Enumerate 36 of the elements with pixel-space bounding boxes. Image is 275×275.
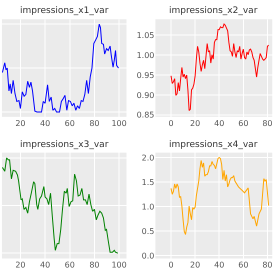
y-tick-label: 0.90 [136, 90, 154, 100]
x-tick-label: 40 [40, 260, 50, 270]
chart-title: impressions_x1_var [20, 6, 109, 16]
x-tick-label: 60 [64, 260, 75, 270]
y-tick-label: 0.0 [142, 251, 154, 260]
x-tick-label: 40 [214, 260, 224, 270]
y-tick-label: 0.5 [142, 226, 154, 236]
line-series [170, 157, 270, 235]
x-tick-label: 40 [214, 118, 224, 128]
x-tick-label: 80 [262, 260, 273, 270]
y-tick-label: 2.0 [142, 153, 154, 162]
x-tick-label: 60 [238, 260, 248, 270]
x-tick-label: 80 [262, 118, 273, 128]
x-tick-label: 20 [190, 118, 200, 128]
chart-title: impressions_x3_var [20, 140, 109, 150]
x-tick-label: 40 [40, 118, 50, 128]
x-tick-label: 80 [89, 260, 100, 270]
line-series [170, 24, 270, 111]
x-tick-label: 60 [64, 118, 75, 128]
x-tick-label: 80 [89, 118, 100, 128]
x-tick-label: 0 [168, 260, 174, 270]
y-tick-label: 0.95 [136, 70, 154, 80]
x-tick-label: 20 [15, 118, 26, 128]
x-tick-label: 60 [238, 118, 248, 128]
x-tick-label: 100 [111, 260, 127, 270]
x-tick-label: 20 [190, 260, 200, 270]
y-tick-label: 1.05 [136, 30, 154, 40]
y-tick-label: 1.5 [142, 178, 154, 187]
x-tick-label: 100 [111, 118, 127, 128]
chart-title: impressions_x2_var [169, 6, 258, 16]
x-tick-label: 20 [15, 260, 26, 270]
y-tick-label: 0.85 [136, 110, 154, 120]
y-tick-label: 1.0 [142, 202, 154, 212]
chart-title: impressions_x4_var [169, 140, 258, 150]
x-tick-label: 0 [168, 118, 174, 128]
y-tick-label: 1.00 [136, 50, 154, 60]
